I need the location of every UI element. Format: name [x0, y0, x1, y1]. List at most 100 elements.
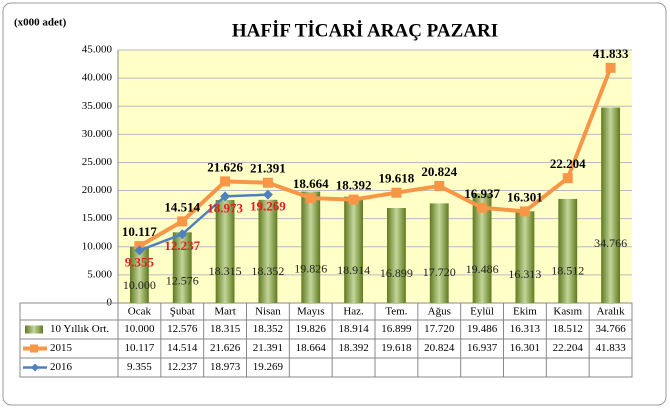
x-tick-label: Mayıs — [297, 306, 325, 318]
table-cell: 41.833 — [595, 342, 626, 354]
bar-value-label: 12.576 — [166, 274, 199, 288]
marker — [305, 193, 316, 204]
marker — [562, 173, 573, 184]
table-cell: 18.512 — [553, 323, 583, 335]
bar — [386, 207, 406, 303]
table-cell: 19.486 — [467, 323, 498, 335]
marker — [434, 180, 445, 191]
table-cell: 19.269 — [253, 361, 284, 373]
table-cell: 18.664 — [296, 342, 327, 354]
bar — [429, 203, 449, 303]
line-value-label: 41.833 — [593, 46, 629, 61]
x-tick-label: Haz. — [343, 306, 364, 318]
line-value-label: 9.355 — [125, 254, 155, 269]
x-tick-label: Ekim — [513, 306, 537, 318]
bar-value-label: 18.315 — [209, 264, 242, 278]
bar-value-label: 34.766 — [594, 236, 627, 250]
legend-key — [25, 325, 43, 334]
bar — [515, 211, 535, 303]
bar-value-label: 19.486 — [466, 262, 499, 276]
table-cell: 18.914 — [338, 323, 369, 335]
marker — [177, 229, 188, 240]
line-value-label: 16.301 — [507, 189, 543, 204]
line-value-label: 19.269 — [250, 199, 286, 214]
bar-value-label: 17.720 — [423, 265, 456, 279]
legend-key — [31, 363, 39, 372]
y-tick-label: 25.000 — [82, 156, 113, 168]
y-tick-label: 15.000 — [82, 212, 113, 224]
table-cell: 19.826 — [296, 323, 327, 335]
y-tick-label: 5.000 — [87, 268, 112, 280]
plot-area — [118, 50, 632, 303]
x-tick-label: Ocak — [128, 306, 152, 318]
line-value-label: 19.618 — [379, 171, 415, 186]
bar-value-label: 18.914 — [337, 263, 370, 277]
y-tick-label: 20.000 — [82, 184, 113, 196]
bar — [172, 232, 192, 303]
table-cell: 21.391 — [253, 342, 283, 354]
table-cell: 10.117 — [124, 342, 154, 354]
bar-value-label: 18.512 — [551, 264, 584, 278]
bar-value-label: 18.352 — [251, 264, 284, 278]
line-value-label: 22.204 — [550, 156, 586, 171]
y-tick-label: 45.000 — [82, 44, 113, 56]
line-value-label: 12.237 — [164, 238, 200, 253]
bar — [301, 191, 321, 303]
table-cell: 12.576 — [167, 323, 198, 335]
table-cell: 18.392 — [338, 342, 368, 354]
line-value-label: 21.391 — [250, 161, 286, 176]
bar — [258, 199, 278, 303]
marker — [348, 194, 359, 205]
x-tick-label: Kasım — [553, 306, 582, 318]
x-tick-label: Eylül — [470, 306, 494, 318]
marker — [134, 245, 145, 256]
marker — [177, 216, 188, 227]
bar-value-label: 10.000 — [123, 278, 156, 292]
bar — [215, 200, 235, 303]
table-cell: 19.618 — [381, 342, 412, 354]
table-cell: 12.237 — [167, 361, 198, 373]
y-tick-label: 35.000 — [82, 100, 113, 112]
x-tick-label: Mart — [214, 306, 235, 318]
x-tick-label: Tem. — [385, 306, 407, 318]
y-tick-label: 30.000 — [82, 128, 113, 140]
bar — [601, 107, 621, 304]
table-cell: 18.973 — [210, 361, 241, 373]
unit-label: (x000 adet) — [14, 17, 67, 29]
table-cell: 20.824 — [424, 342, 455, 354]
line-value-label: 20.824 — [421, 164, 457, 179]
line-value-label: 18.392 — [336, 178, 372, 193]
marker — [391, 187, 402, 198]
legend-label: 10 Yıllık Ort. — [50, 323, 109, 335]
x-tick-label: Ağus — [428, 306, 451, 318]
line-value-label: 14.514 — [164, 199, 200, 214]
table-cell: 17.720 — [424, 323, 455, 335]
table-cell: 16.937 — [467, 342, 498, 354]
line-value-label: 18.664 — [293, 176, 329, 191]
marker — [220, 176, 231, 187]
marker — [519, 206, 530, 217]
marker — [605, 62, 616, 73]
x-tick-label: Nisan — [255, 306, 281, 318]
chart-title: HAFİF TİCARİ ARAÇ PAZARI — [232, 20, 498, 41]
marker — [220, 191, 231, 202]
table-cell: 21.626 — [210, 342, 241, 354]
bar — [129, 246, 149, 303]
table-cell: 16.313 — [510, 323, 541, 335]
table-cell: 22.204 — [553, 342, 584, 354]
marker — [262, 177, 273, 188]
bar — [472, 193, 492, 303]
bar-value-label: 16.899 — [380, 266, 413, 280]
marker — [477, 202, 488, 213]
line — [138, 67, 613, 248]
table-cell: 16.301 — [510, 342, 540, 354]
y-tick-label: 40.000 — [82, 72, 113, 84]
line-value-label: 18.973 — [207, 200, 243, 215]
marker — [262, 189, 273, 200]
bar — [558, 198, 578, 303]
bar-value-label: 16.313 — [508, 267, 541, 281]
legend-key — [30, 344, 38, 353]
table-cell: 10.000 — [124, 323, 155, 335]
table-cell: 9.355 — [127, 361, 152, 373]
